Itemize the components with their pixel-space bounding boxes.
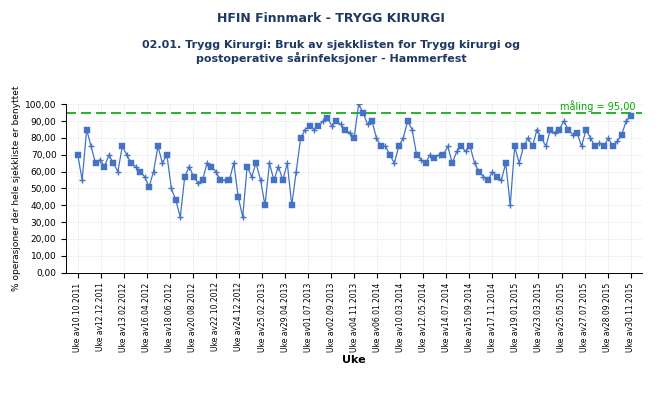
- Y-axis label: % operasjoner der hele sjekkliste er benyttet: % operasjoner der hele sjekkliste er ben…: [12, 86, 21, 291]
- Text: HFIN Finnmark - TRYGG KIRURGI: HFIN Finnmark - TRYGG KIRURGI: [217, 12, 445, 25]
- Text: 02.01. Trygg Kirurgi: Bruk av sjekklisten for Trygg kirurgi og
postoperative sår: 02.01. Trygg Kirurgi: Bruk av sjekkliste…: [142, 40, 520, 64]
- X-axis label: Uke: Uke: [342, 354, 366, 365]
- Text: måling = 95,00: måling = 95,00: [560, 100, 636, 112]
